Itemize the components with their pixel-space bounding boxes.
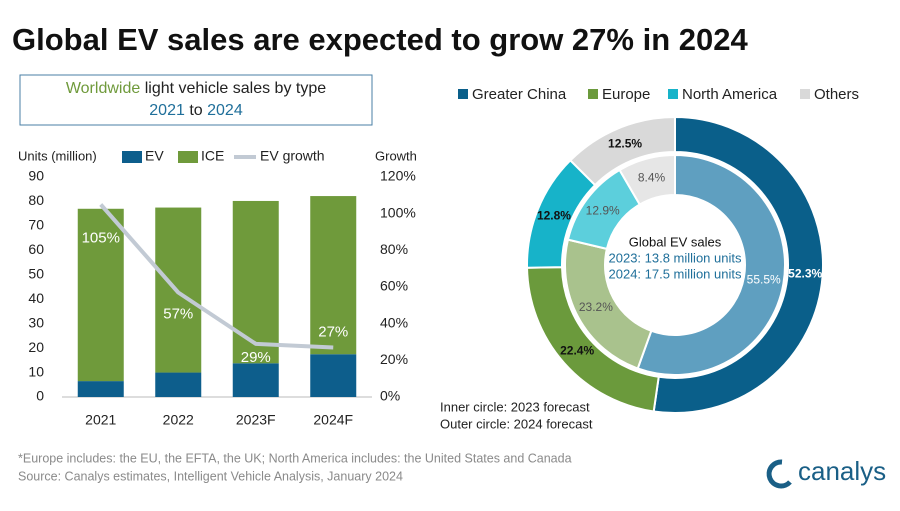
segment-label: 12.9%: [586, 204, 620, 218]
x-tick-label: 2021: [85, 412, 116, 428]
y2-tick-label: 60%: [380, 278, 408, 294]
growth-label: 29%: [241, 349, 271, 366]
donut-segment: [568, 115, 676, 187]
y-tick-label: 10: [28, 363, 44, 379]
bar: [232, 363, 279, 397]
legend-label: Greater China: [472, 86, 567, 103]
subtitle-word: Worldwide: [66, 80, 141, 97]
subtitle-word: light vehicle sales by type: [145, 80, 327, 97]
bar: [77, 381, 124, 397]
y2-tick-label: 80%: [380, 241, 408, 257]
legend-swatch: [668, 89, 678, 99]
bar: [232, 200, 279, 364]
growth-label: 105%: [82, 229, 120, 246]
y-tick-label: 40: [28, 290, 44, 306]
bar: [155, 372, 202, 397]
y-tick-label: 50: [28, 265, 44, 281]
logo-icon: [766, 459, 792, 489]
growth-line: [99, 203, 334, 350]
center-text: 2024: 17.5 million units: [609, 266, 742, 281]
subtitle-line1: Worldwide light vehicle sales by type: [66, 80, 326, 97]
legend-swatch: [458, 89, 468, 99]
x-tick-label: 2022: [163, 412, 194, 428]
y2-tick-label: 20%: [380, 351, 408, 367]
y-tick-label: 80: [28, 192, 44, 208]
title: Global EV sales are expected to grow 27%…: [12, 22, 748, 57]
growth-label: 57%: [163, 305, 193, 322]
y2-tick-label: 120%: [380, 168, 416, 184]
y-tick-label: 0: [36, 388, 44, 404]
legend-label: North America: [682, 86, 778, 103]
logo-mark: [766, 459, 792, 489]
segment-label: 55.5%: [747, 273, 781, 287]
y-axis-label: Units (million): [18, 148, 97, 163]
y-tick-label: 30: [28, 314, 44, 330]
bar: [310, 354, 357, 397]
donut-segment: [618, 153, 676, 206]
subtitle-word: to: [189, 102, 202, 119]
legend-label: EV growth: [260, 148, 325, 164]
center-text: 2023: 13.8 million units: [609, 250, 742, 265]
legend-swatch: [588, 89, 598, 99]
y2-tick-label: 100%: [380, 204, 416, 220]
segment-label: 12.8%: [537, 208, 571, 222]
y-tick-label: 90: [28, 168, 44, 184]
source: Source: Canalys estimates, Intelligent V…: [18, 469, 403, 483]
y2-tick-label: 0%: [380, 388, 400, 404]
legend-label: EV: [145, 148, 164, 164]
y2-tick-label: 40%: [380, 314, 408, 330]
subtitle-line2: 2021 to 2024: [149, 102, 243, 119]
growth-label: 27%: [318, 323, 348, 340]
y2-axis-label: Growth: [375, 148, 417, 163]
footnote: *Europe includes: the EU, the EFTA, the …: [18, 451, 572, 465]
legend-swatch: [178, 151, 198, 163]
x-tick-label: 2023F: [236, 412, 276, 428]
segment-label: 12.5%: [608, 137, 642, 151]
logo: canalys: [798, 456, 886, 486]
legend-swatch: [122, 151, 142, 163]
segment-label: 52.3%: [788, 267, 822, 281]
legend-label: ICE: [201, 148, 224, 164]
segment-label: 8.4%: [638, 170, 666, 184]
x-tick-label: 2024F: [313, 412, 353, 428]
legend-label: Europe: [602, 86, 650, 103]
bar: [310, 196, 357, 355]
center-text: Global EV sales: [629, 234, 722, 249]
bar: [77, 208, 124, 382]
subtitle-word: 2024: [207, 102, 243, 119]
donut-segment: [636, 153, 786, 376]
legend-swatch: [800, 89, 810, 99]
subtitle-box: [19, 74, 373, 126]
inner-ring-note: Inner circle: 2023 forecast: [440, 399, 590, 414]
y-tick-label: 20: [28, 339, 44, 355]
segment-label: 23.2%: [579, 300, 613, 314]
outer-ring-note: Outer circle: 2024 forecast: [440, 416, 593, 431]
donut-segment: [652, 115, 824, 414]
segment-label: 22.4%: [560, 343, 594, 357]
subtitle-word: 2021: [149, 102, 185, 119]
y-tick-label: 60: [28, 241, 44, 257]
y-tick-label: 70: [28, 217, 44, 233]
legend-label: Others: [814, 86, 859, 103]
